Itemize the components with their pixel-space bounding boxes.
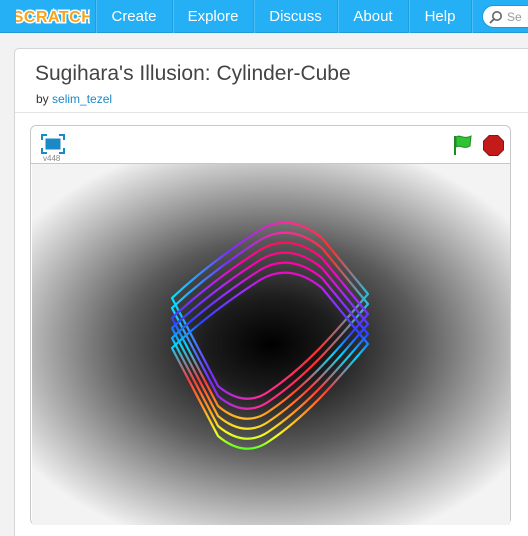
search-icon [489,11,502,24]
illusion-rings-graphic [170,221,370,450]
project-byline: by selim_tezel [36,92,112,106]
green-flag-icon[interactable] [451,134,475,156]
nav-separator [408,0,409,33]
nav-explore-link[interactable]: Explore [187,8,239,25]
search-input[interactable]: Se [482,5,528,28]
nav-separator [471,0,472,33]
stop-sign-icon[interactable] [483,135,504,156]
nav-help-link[interactable]: Help [424,8,456,25]
project-page-panel: Sugihara's Illusion: Cylinder-Cube by se… [14,48,528,536]
project-player: v448 [30,125,511,525]
nav-separator [95,0,96,33]
nav-separator [172,0,173,33]
project-stage[interactable] [32,164,510,525]
nav-create-link[interactable]: Create [111,8,157,25]
fullscreen-icon[interactable] [41,134,65,154]
project-title: Sugihara's Illusion: Cylinder-Cube [35,62,351,85]
player-controls-bar: v448 [31,126,510,164]
version-label: v448 [43,154,61,163]
author-link[interactable]: selim_tezel [52,92,113,106]
scratch-logo[interactable]: SCRATCH [16,4,90,28]
nav-separator [253,0,254,33]
nav-separator [337,0,338,33]
top-navigation-bar: SCRATCH Create Explore Discuss About Hel… [0,0,528,33]
nav-about-link[interactable]: About [353,8,393,25]
divider [15,112,528,113]
by-label: by [36,92,49,106]
search-placeholder: Se [507,10,522,24]
svg-text:SCRATCH: SCRATCH [16,9,90,26]
nav-discuss-link[interactable]: Discuss [269,8,322,25]
